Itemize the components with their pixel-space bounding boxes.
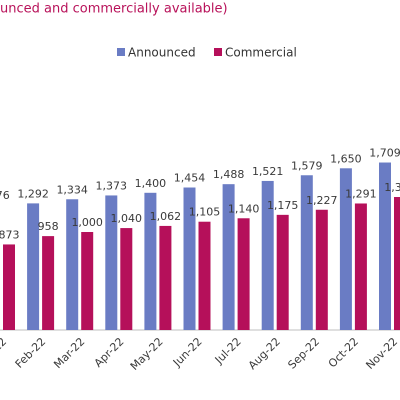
value-label: 1,709 <box>369 147 400 160</box>
value-label: 1,276 <box>0 189 10 202</box>
bar <box>222 184 235 330</box>
x-tick-label: Mar-22 <box>51 335 87 371</box>
bar <box>27 203 40 330</box>
bar <box>42 236 55 330</box>
value-label: 1,291 <box>345 187 377 200</box>
x-tick-label: Apr-22 <box>92 335 127 370</box>
x-tick-label: May-22 <box>128 335 166 373</box>
bar <box>144 192 157 330</box>
value-label: 1,521 <box>252 165 284 178</box>
x-tick-label: Nov-22 <box>363 335 400 372</box>
x-tick-label: Aug-22 <box>246 335 283 372</box>
value-label: 873 <box>0 228 20 241</box>
x-tick-label: Jul-22 <box>212 335 244 367</box>
value-label: 1,357 <box>384 181 400 194</box>
value-label: 1,579 <box>291 159 323 172</box>
bar <box>237 218 250 330</box>
bar <box>198 221 211 330</box>
bar <box>394 197 400 330</box>
bar <box>183 187 196 330</box>
x-tick-label: Feb-22 <box>13 335 49 371</box>
value-label: 1,488 <box>213 168 245 181</box>
bar <box>300 175 313 330</box>
bar <box>66 199 79 330</box>
value-label: 1,040 <box>111 212 143 225</box>
bar <box>120 228 133 330</box>
bar <box>105 195 118 330</box>
legend-label: Announced <box>128 46 196 60</box>
bar <box>315 209 328 330</box>
value-label: 1,454 <box>174 172 206 185</box>
value-label: 1,650 <box>330 152 362 165</box>
bar <box>354 203 367 330</box>
x-tick-label: Sep-22 <box>285 335 322 372</box>
x-tick-label: Jun-22 <box>170 335 205 370</box>
legend-swatch <box>214 48 222 56</box>
value-label: 1,373 <box>96 179 128 192</box>
value-label: 1,334 <box>56 183 88 196</box>
value-label: 1,000 <box>71 216 103 229</box>
value-label: 1,105 <box>189 206 221 219</box>
value-label: 1,400 <box>135 177 167 190</box>
value-label: 1,292 <box>17 187 49 200</box>
value-label: 1,175 <box>267 199 299 212</box>
bar <box>159 225 172 330</box>
bar <box>261 180 274 330</box>
legend-label: Commercial <box>225 46 297 60</box>
value-label: 1,227 <box>306 194 338 207</box>
bar <box>379 162 391 330</box>
bar <box>3 244 15 330</box>
x-tick-label: Jan-22 <box>0 335 9 370</box>
bar <box>81 232 94 330</box>
chart-title: unced and commercially available) <box>0 2 228 17</box>
legend-swatch <box>117 48 125 56</box>
value-label: 1,062 <box>150 210 182 223</box>
bar <box>276 214 289 330</box>
bar <box>339 168 352 330</box>
value-label: 958 <box>38 220 59 233</box>
x-tick-label: Oct-22 <box>326 335 361 370</box>
value-label: 1,140 <box>228 202 260 215</box>
